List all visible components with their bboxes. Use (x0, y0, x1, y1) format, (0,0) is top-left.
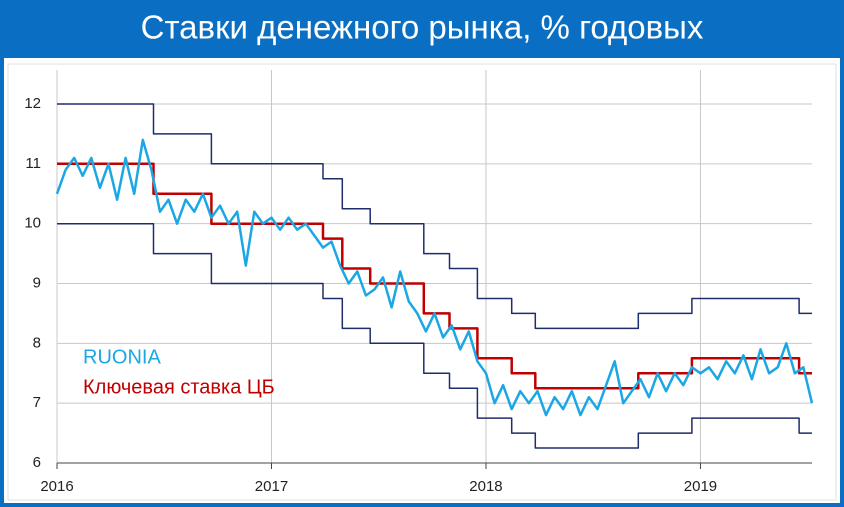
x-tick-label: 2016 (40, 478, 73, 495)
y-tick-label: 8 (33, 334, 41, 351)
legend-label: RUONIA (83, 346, 161, 368)
chart-title: Ставки денежного рынка, % годовых (141, 9, 704, 46)
series-line (55, 138, 814, 417)
plot-frame (7, 63, 837, 501)
title-bar (0, 0, 844, 58)
x-tick-label: 2017 (255, 478, 288, 495)
y-tick-label: 6 (33, 454, 41, 471)
x-tick-label: 2018 (469, 478, 502, 495)
series-line (57, 103, 812, 330)
legend-label: Ключевая ставка ЦБ (83, 376, 275, 398)
x-tick-label: 2019 (684, 478, 717, 495)
y-tick-label: 11 (25, 155, 41, 172)
series-line (57, 162, 812, 390)
y-tick-label: 9 (33, 274, 41, 291)
y-tick-label: 7 (33, 394, 41, 411)
series-line (57, 222, 812, 449)
y-tick-label: 12 (24, 95, 41, 112)
y-tick-label: 10 (24, 215, 41, 232)
